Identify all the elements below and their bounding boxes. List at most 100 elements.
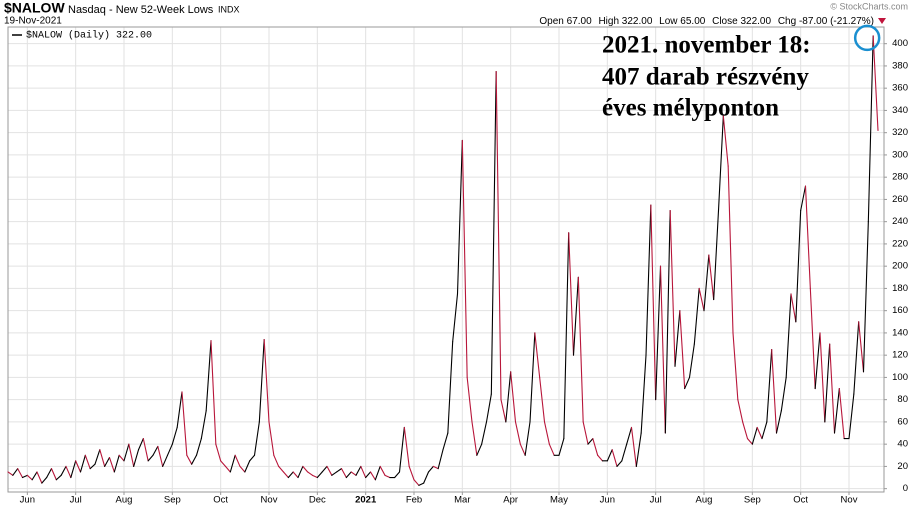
line-segment <box>186 454 193 465</box>
line-segment <box>41 476 48 484</box>
line-segment <box>461 139 468 378</box>
y-tick-label: 60 <box>897 416 908 427</box>
line-segment <box>234 454 241 467</box>
x-tick-label: Dec <box>309 495 326 506</box>
line-segment <box>108 456 115 473</box>
line-segment <box>147 454 154 462</box>
line-segment <box>804 185 811 289</box>
line-segment <box>239 465 246 473</box>
x-tick-label: Jul <box>650 495 662 506</box>
quote: Open 67.00 High 322.00 Low 65.00 Close 3… <box>539 16 874 27</box>
line-segment <box>814 332 821 390</box>
line-segment <box>355 465 362 476</box>
line-segment <box>524 421 531 456</box>
line-segment <box>418 482 425 486</box>
y-tick-label: 0 <box>903 483 908 494</box>
line-segment <box>558 438 565 456</box>
x-tick-label: Jun <box>600 495 615 506</box>
x-tick-label: Jul <box>70 495 82 506</box>
quote-high: High 322.00 <box>598 16 652 27</box>
plot-frame <box>7 26 885 493</box>
line-segment <box>582 421 589 445</box>
line-segment <box>79 454 86 473</box>
line-segment <box>572 276 579 356</box>
x-tick-label: Nov <box>261 495 278 506</box>
line-segment <box>17 468 24 479</box>
line-segment <box>220 460 227 467</box>
line-segment <box>249 454 256 462</box>
line-segment <box>46 468 53 479</box>
line-segment <box>398 426 405 473</box>
line-segment <box>563 232 570 440</box>
x-tick-label: Nov <box>841 495 858 506</box>
line-segment <box>543 421 550 445</box>
line-segment <box>514 421 521 445</box>
x-tick-label: 2021 <box>355 495 377 506</box>
line-segment <box>640 354 647 434</box>
line-segment <box>273 454 280 467</box>
line-segment <box>369 471 376 481</box>
line-segment <box>278 465 285 473</box>
line-segment <box>795 210 802 323</box>
line-segment <box>505 371 512 423</box>
subtitle: Nasdaq - New 52-Week Lows <box>68 4 214 16</box>
line-segment <box>862 221 869 373</box>
line-segment <box>171 426 178 445</box>
line-segment <box>717 115 724 212</box>
line-segment <box>133 449 140 467</box>
line-segment <box>336 468 343 473</box>
x-tick-label: Sep <box>164 495 181 506</box>
line-segment <box>31 471 38 481</box>
line-segment <box>727 165 734 334</box>
line-segment <box>205 340 212 412</box>
line-segment <box>403 426 410 467</box>
line-segment <box>867 35 874 223</box>
line-segment <box>331 471 338 476</box>
line-segment <box>761 421 768 440</box>
line-segment <box>50 468 57 481</box>
line-segment <box>626 426 633 445</box>
line-segment <box>775 410 782 434</box>
line-segment <box>766 349 773 423</box>
line-segment <box>374 465 381 481</box>
y-tick-label: 20 <box>897 461 908 472</box>
line-segment <box>60 465 67 476</box>
line-segment <box>442 432 449 451</box>
line-segment <box>365 471 372 479</box>
highlight-circle <box>853 24 881 52</box>
line-segment <box>519 443 526 456</box>
line-segment <box>606 449 613 462</box>
line-segment <box>495 70 502 401</box>
date: 19-Nov-2021 <box>4 16 62 27</box>
line-segment <box>292 471 299 479</box>
line-segment <box>152 445 159 456</box>
line-segment <box>210 340 217 445</box>
y-tick-label: 120 <box>892 350 908 361</box>
line-segment <box>263 339 270 423</box>
line-segment <box>302 465 309 473</box>
line-segment <box>12 468 19 476</box>
line-segment <box>75 460 82 473</box>
line-segment <box>321 465 328 473</box>
line-segment <box>123 443 130 462</box>
line-segment <box>809 287 816 390</box>
y-tick-label: 360 <box>892 83 908 94</box>
line-segment <box>824 343 831 423</box>
line-segment <box>427 465 434 473</box>
line-segment <box>635 432 642 467</box>
line-segment <box>737 399 744 423</box>
line-segment <box>785 293 792 378</box>
line-segment <box>26 474 33 481</box>
y-tick-label: 240 <box>892 216 908 227</box>
line-segment <box>539 376 546 423</box>
plot <box>8 27 884 492</box>
x-tick-label: Feb <box>406 495 422 506</box>
line-segment <box>800 185 807 212</box>
line-segment <box>36 471 43 484</box>
source: © StockCharts.com <box>830 1 908 11</box>
line-segment <box>698 287 705 312</box>
y-tick-label: 260 <box>892 194 908 205</box>
line-segment <box>166 443 173 456</box>
line-segment <box>345 471 352 479</box>
